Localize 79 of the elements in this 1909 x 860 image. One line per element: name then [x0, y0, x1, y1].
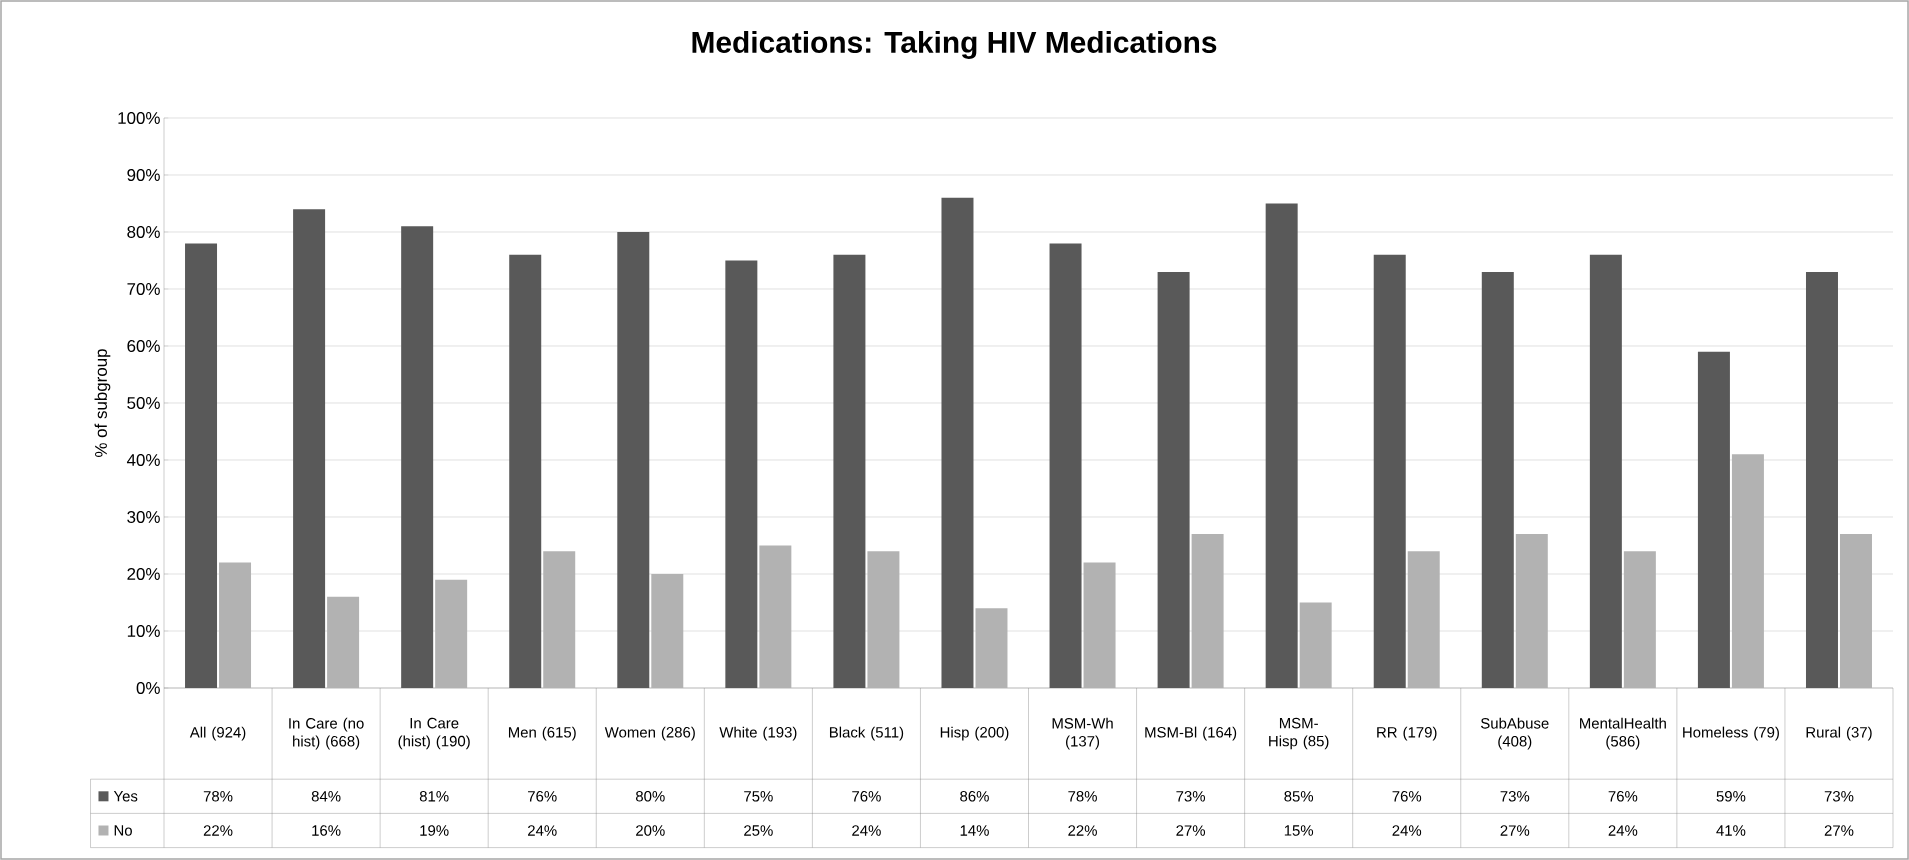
data-label: 27%	[1176, 825, 1206, 836]
data-label: 76%	[1392, 791, 1422, 802]
bar	[1805, 271, 1838, 688]
data-label: 75%	[744, 791, 773, 802]
y-tick-label: 60%	[127, 340, 160, 352]
data-label: 24%	[1392, 825, 1422, 836]
data-label: 16%	[312, 825, 341, 836]
y-tick-label: 0%	[136, 682, 160, 694]
x-tick-label: MSM-Hisp (85)	[1269, 717, 1329, 750]
data-label: 81%	[419, 791, 449, 802]
bar	[185, 243, 218, 688]
data-label: 27%	[1824, 825, 1854, 836]
data-label: 24%	[528, 825, 557, 836]
x-tick-label: MSM-Bl (164)	[1145, 726, 1237, 741]
data-label: 76%	[852, 791, 881, 802]
bar	[401, 226, 434, 688]
data-label: 76%	[1608, 791, 1638, 802]
bar	[725, 260, 758, 688]
x-tick-label: Homeless (79)	[1683, 726, 1779, 741]
data-label: 27%	[1500, 825, 1530, 836]
x-tick-label: SubAbuse (408)	[1480, 717, 1549, 750]
data-label: 78%	[1068, 791, 1097, 802]
x-tick-label: In Care (hist) (190)	[398, 717, 470, 750]
x-tick-label: Hisp (200)	[940, 726, 1009, 741]
bar	[1265, 203, 1298, 688]
x-tick-label: Black (511)	[829, 726, 904, 741]
bar	[941, 197, 974, 688]
legend-label: Yes	[113, 791, 138, 802]
bar	[1373, 254, 1406, 688]
y-tick-label: 50%	[127, 397, 160, 409]
data-label: 84%	[311, 791, 341, 802]
bar	[1589, 254, 1622, 688]
bar	[833, 254, 866, 688]
bar	[1157, 271, 1190, 688]
data-label: 22%	[1068, 825, 1097, 836]
x-tick-label: In Care (no hist) (668)	[289, 717, 364, 750]
data-label: 41%	[1716, 825, 1746, 836]
x-tick-label: Rural (37)	[1806, 726, 1872, 741]
x-tick-label: Men (615)	[508, 726, 576, 741]
data-label: 19%	[420, 825, 449, 836]
data-label: 15%	[1284, 825, 1314, 836]
y-tick-label: 40%	[126, 454, 160, 466]
x-tick-label: White (193)	[719, 726, 797, 741]
data-label: 25%	[744, 825, 773, 836]
bar	[1697, 351, 1730, 688]
y-tick-label: 80%	[127, 226, 160, 238]
x-tick-label: Women (286)	[604, 726, 695, 741]
data-label: 73%	[1176, 791, 1206, 802]
bar	[617, 232, 650, 688]
legend-label: No	[114, 825, 132, 836]
data-label: 22%	[203, 825, 233, 836]
data-label: 80%	[635, 791, 665, 802]
x-tick-label: All (924)	[189, 726, 246, 741]
chart-title: Medications: Taking HIV Medications	[692, 30, 1217, 59]
data-label: 86%	[960, 791, 989, 802]
bar	[509, 254, 542, 688]
data-label: 73%	[1824, 791, 1854, 802]
data-label: 76%	[528, 791, 557, 802]
data-label: 78%	[203, 791, 233, 802]
y-tick-label: 90%	[127, 169, 160, 181]
bar	[1481, 271, 1514, 688]
y-tick-label: 30%	[127, 511, 160, 523]
x-tick-label: MentalHealth (586)	[1580, 717, 1666, 750]
y-tick-label: 20%	[127, 568, 160, 580]
x-tick-label: RR (179)	[1377, 726, 1437, 741]
x-tick-label: MSM-Wh (137)	[1052, 717, 1113, 750]
y-tick-label: 70%	[127, 283, 160, 295]
data-label: 14%	[960, 825, 989, 836]
y-tick-label: 100%	[118, 111, 160, 124]
data-label: 85%	[1284, 791, 1314, 802]
y-axis-title: % of subgroup	[94, 349, 111, 457]
data-label: 20%	[636, 825, 665, 836]
data-label: 59%	[1716, 791, 1746, 802]
data-label: 24%	[852, 825, 881, 836]
data-label: 24%	[1608, 825, 1638, 836]
data-label: 73%	[1500, 791, 1530, 802]
bar	[1049, 243, 1082, 688]
y-tick-label: 10%	[127, 625, 160, 637]
bar	[293, 209, 326, 688]
